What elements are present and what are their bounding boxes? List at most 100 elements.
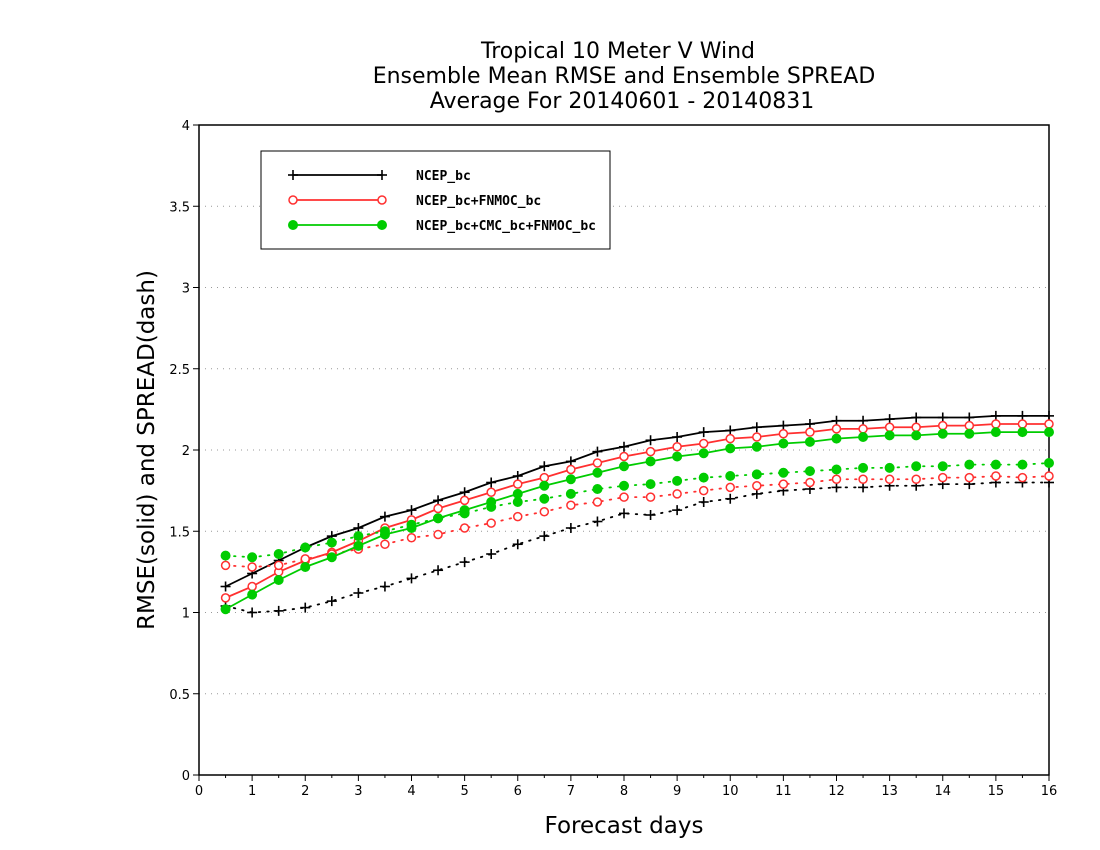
chart-title-line-2: Ensemble Mean RMSE and Ensemble SPREAD — [373, 64, 876, 89]
series-1-spread-point — [273, 560, 284, 571]
series-2-rmse-point — [884, 430, 895, 441]
series-2-rmse-point — [964, 428, 975, 439]
series-2-spread-point — [804, 466, 815, 477]
series-2-spread-point — [512, 497, 523, 507]
series-2-spread-point — [911, 461, 922, 472]
series-2-spread-point — [326, 537, 337, 548]
series-0-rmse-point — [406, 505, 417, 516]
series-0-rmse-point — [804, 419, 815, 429]
series-0-rmse-point — [565, 456, 576, 467]
series-1-spread-point — [752, 481, 762, 491]
series-0-rmse-point — [698, 427, 709, 438]
chart-title-line-1: Tropical 10 Meter V Wind — [480, 39, 755, 64]
legend-item-2: NCEP_bc+CMC_bc+FNMOC_bc — [288, 219, 596, 234]
x-tick-label: 11 — [775, 784, 792, 799]
series-2-rmse-point — [539, 480, 550, 491]
y-tick-label: 0.5 — [169, 688, 190, 703]
series-2-spread-line — [224, 462, 1050, 559]
series-1-rmse-point — [672, 442, 682, 452]
series-2-spread-point — [1044, 458, 1054, 468]
series-2-rmse-point — [592, 467, 603, 478]
series-2-rmse-point — [326, 552, 337, 563]
series-0-spread-point — [486, 549, 497, 559]
series-2-rmse-point — [937, 428, 948, 439]
series-2-rmse-point — [911, 430, 922, 441]
y-tick-label: 3.5 — [169, 200, 190, 215]
series-1-spread-point — [566, 500, 576, 510]
series-1-rmse-point — [752, 432, 762, 442]
series-0 — [220, 410, 1054, 618]
series-0-rmse-point — [964, 412, 975, 423]
x-tick-label: 8 — [620, 784, 628, 799]
series-1-spread-point — [539, 507, 550, 517]
series-0-spread-point — [672, 505, 683, 516]
series-2-spread-point — [937, 461, 948, 472]
series-0-spread-point — [645, 510, 656, 520]
series-1-spread-point — [964, 472, 975, 483]
series-1-spread-point — [380, 539, 390, 549]
series-2-spread-point — [433, 513, 444, 524]
y-tick-label: 4 — [182, 119, 190, 134]
series-2-spread-point — [273, 549, 284, 559]
legend-label: NCEP_bc+CMC_bc+FNMOC_bc — [416, 219, 596, 234]
legend-marker-start — [288, 220, 298, 230]
series-2-rmse-point — [672, 451, 683, 462]
series-2-rmse-point — [1017, 427, 1028, 438]
series-0-spread-line — [224, 481, 1050, 614]
series-0-spread-point — [326, 596, 337, 607]
series-2-rmse-line — [225, 431, 1049, 611]
x-tick-label: 14 — [934, 784, 951, 799]
series-2-spread-point — [220, 550, 231, 561]
series-2-rmse-point — [619, 461, 629, 472]
series-1-spread-point — [911, 474, 921, 484]
series-1-rmse-point — [911, 422, 921, 432]
series-2-spread-point — [300, 542, 311, 553]
series-0-spread-point — [725, 493, 736, 504]
series-2-spread-point — [486, 501, 497, 512]
legend-item-0: NCEP_bc — [288, 169, 471, 184]
series-1-spread-point — [513, 511, 523, 522]
legend-marker-end — [377, 195, 387, 205]
series-2 — [220, 427, 1054, 615]
series-0-spread-point — [592, 516, 603, 527]
series-1-spread-point — [433, 529, 443, 540]
series-1-spread-point — [778, 479, 789, 489]
legend-marker-start — [288, 195, 298, 205]
series-1-rmse-point — [486, 487, 496, 497]
series-2-spread-point — [619, 480, 629, 491]
series-2-spread-point — [778, 467, 789, 478]
y-tick-label: 2.5 — [169, 363, 190, 378]
legend: NCEP_bc NCEP_bc+FNMOC_bc NCEP_bc+CMC_bc+FN… — [260, 150, 611, 250]
series-2-spread-point — [565, 488, 576, 499]
series-0-rmse-point — [751, 422, 762, 433]
series-1-rmse-point — [831, 424, 842, 434]
series-2-rmse-point — [220, 604, 231, 615]
series-1-rmse-point — [619, 451, 629, 462]
series-1-rmse-point — [938, 420, 948, 431]
series-0-spread-point — [273, 605, 284, 616]
series-2-spread-point — [379, 526, 390, 537]
series-1-spread-point — [645, 492, 656, 502]
series-0-rmse-point — [486, 477, 497, 488]
legend-label: NCEP_bc+FNMOC_bc — [416, 194, 541, 209]
series-2-spread-point — [831, 464, 842, 475]
series-1-rmse-point — [539, 472, 550, 483]
series-1-rmse-point — [805, 427, 815, 437]
series-1-spread-point — [1017, 472, 1028, 483]
series-0-spread-point — [858, 482, 869, 493]
series-0-rmse-point — [433, 495, 444, 506]
series-1-rmse-point — [645, 446, 656, 457]
series-1-spread-point — [991, 471, 1001, 481]
series-2-rmse-point — [565, 474, 576, 485]
x-tick-label: 15 — [988, 784, 1005, 799]
series-1-rmse-point — [247, 581, 257, 592]
series-2-spread-point — [645, 479, 656, 490]
x-tick-label: 5 — [460, 784, 468, 799]
series-1-spread-point — [805, 477, 815, 488]
series-2-spread-point — [1017, 459, 1028, 470]
y-axis-label: RMSE(solid) and SPREAD(dash) — [134, 270, 160, 630]
x-tick-label: 4 — [407, 784, 415, 799]
y-tick-label: 0 — [182, 769, 190, 784]
series-0-rmse-point — [645, 435, 656, 446]
